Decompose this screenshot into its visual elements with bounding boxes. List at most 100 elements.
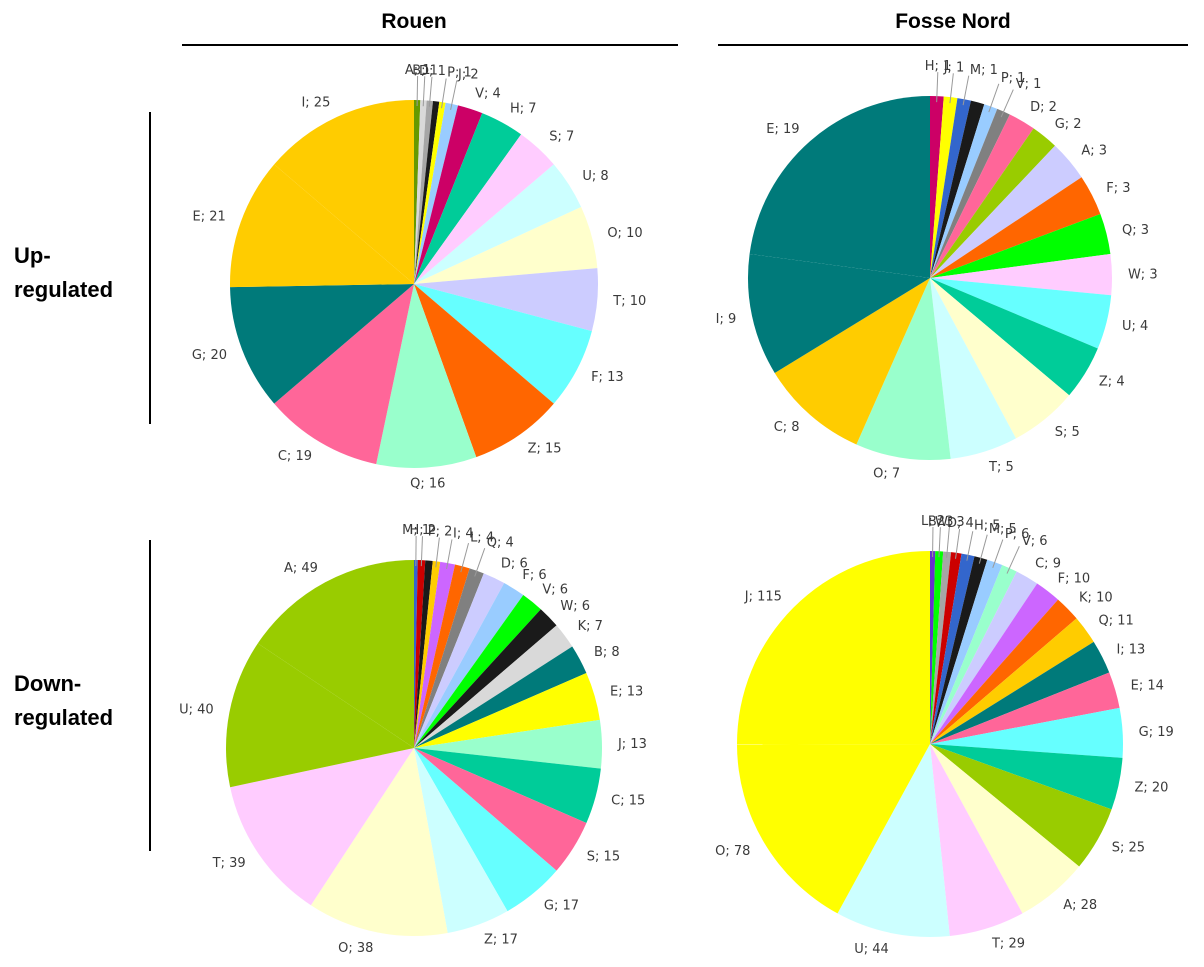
pie-slice-s-5 xyxy=(930,278,1070,439)
pie-slice-u-8 xyxy=(414,164,582,284)
slice-label: I; 13 xyxy=(1116,643,1145,658)
slice-label: D; 6 xyxy=(501,556,528,571)
pie-slice-q-11 xyxy=(930,618,1094,744)
row-bar-down xyxy=(149,540,151,851)
slice-label: G; 17 xyxy=(544,898,579,913)
slice-label: Q; 16 xyxy=(410,477,445,492)
slice-label: I; 9 xyxy=(716,312,737,327)
slice-label: W; 6 xyxy=(560,599,590,614)
pie-slice-g-19 xyxy=(930,707,1123,758)
slice-label: T; 5 xyxy=(988,460,1014,475)
leader-line xyxy=(978,534,988,564)
pie-slice-z-17 xyxy=(414,748,508,933)
pie-slice-l-4 xyxy=(414,564,470,748)
leader-line xyxy=(450,80,458,110)
pie-slice-p-1 xyxy=(414,101,446,284)
slice-label: O; 78 xyxy=(715,844,750,859)
pie-slice-q-4 xyxy=(414,568,484,748)
pie-slice-d-4 xyxy=(930,552,962,744)
slice-label: T; 39 xyxy=(212,856,246,871)
pie-slice-v-1 xyxy=(930,108,1010,278)
pie-slice-q-16 xyxy=(376,284,477,469)
pie-slice-g-17 xyxy=(414,748,557,912)
pie-slice-z-20 xyxy=(930,744,1123,810)
pie-slice-i-13 xyxy=(930,641,1110,744)
slice-label: D; 2 xyxy=(1030,100,1057,115)
pie-slice-v-6 xyxy=(414,595,541,748)
row-title-up-line2: regulated xyxy=(14,277,114,302)
pie-slice-p-6 xyxy=(930,559,1003,744)
slice-label: T; 29 xyxy=(991,937,1025,952)
pie-slice-c-15 xyxy=(414,748,601,823)
pie-slice-m-5 xyxy=(930,556,988,744)
slice-label: F; 10 xyxy=(1058,572,1091,587)
slice-label: C; 8 xyxy=(774,420,800,435)
slice-label: J; 2 xyxy=(457,68,479,83)
pie-slice-j-13 xyxy=(414,719,602,769)
slice-label: V; 6 xyxy=(542,582,568,597)
column-rule-fosse-nord xyxy=(718,44,1188,46)
slice-label: J; 13 xyxy=(617,737,647,752)
pie-slice-i-4 xyxy=(414,561,456,748)
slice-label: L; 4 xyxy=(470,530,494,545)
pie-slice-f-13 xyxy=(414,284,592,404)
leader-line xyxy=(416,76,419,107)
row-title-down: Down- regulated xyxy=(14,667,113,735)
slice-label: Z; 15 xyxy=(528,442,562,457)
slice-label: S; 15 xyxy=(587,849,620,864)
pie-slice-c-8 xyxy=(774,278,930,445)
leader-line xyxy=(946,527,950,558)
slice-label: C; 15 xyxy=(611,793,645,808)
pie-slice-c-19 xyxy=(274,284,414,465)
slice-label: F; 3 xyxy=(1106,181,1130,196)
pie-slice-unlabeled-3 xyxy=(414,100,440,284)
pie-slice-t-29 xyxy=(930,744,1023,936)
slice-label: G; 19 xyxy=(1139,725,1174,740)
leader-line xyxy=(422,76,426,107)
slice-label: I; 4 xyxy=(453,527,474,542)
slice-label: B; 1 xyxy=(412,63,438,78)
pie-slice-p-2 xyxy=(414,560,441,748)
slice-label: Z; 20 xyxy=(1134,780,1168,795)
slice-label: Z; 4 xyxy=(1099,374,1125,389)
pie-slice-v-4 xyxy=(414,105,483,284)
slice-label: W; 3 xyxy=(935,515,965,530)
leader-line xyxy=(966,531,974,561)
leader-line xyxy=(992,539,1004,569)
slice-label: P; 1 xyxy=(447,66,472,81)
row-title-up-line1: Up- xyxy=(14,243,51,268)
slice-label: Z; 17 xyxy=(484,933,518,948)
pie-slice-t-39 xyxy=(230,748,414,906)
pie-slice-s-7 xyxy=(414,134,554,284)
pie-slice-o-7 xyxy=(856,278,951,461)
pie-slice-u-44 xyxy=(837,744,950,937)
slice-label: M; 5 xyxy=(989,522,1017,537)
leader-line xyxy=(435,537,440,568)
slice-label: C; 19 xyxy=(278,449,312,464)
leader-line xyxy=(420,536,423,567)
pie-slice-unlabeled-3 xyxy=(930,100,985,278)
slice-label: P; 2 xyxy=(428,525,453,540)
pie-slice-d-6 xyxy=(414,573,505,748)
slice-label: J; 1 xyxy=(943,60,965,75)
pie-slice-t-10 xyxy=(414,268,599,332)
pie-slice-p-1 xyxy=(930,104,998,278)
leader-line xyxy=(936,72,939,103)
pie-slice-h-1 xyxy=(930,96,944,278)
slice-label: E; 13 xyxy=(610,685,643,700)
slice-label: H; 5 xyxy=(974,518,1001,533)
leader-line xyxy=(938,527,941,558)
pie-slice-d-1 xyxy=(414,100,434,284)
leader-line xyxy=(949,73,954,104)
leader-line xyxy=(955,528,961,559)
row-title-up: Up- regulated xyxy=(14,239,113,307)
pie-rouen-down: M; 1H; 2P; 2 I; 4L; 4Q; 4 D; 6F; 6V; 6 W; 6… xyxy=(179,523,647,956)
pie-slice-u-4 xyxy=(930,278,1112,349)
slice-label: B; 3 xyxy=(928,514,954,529)
leader-line xyxy=(446,539,453,570)
leader-line xyxy=(962,75,970,106)
slice-label: H; 2 xyxy=(409,523,436,538)
row-title-down-line1: Down- xyxy=(14,671,82,696)
slice-label: O; 7 xyxy=(873,467,900,482)
slice-label: K; 7 xyxy=(578,619,603,634)
